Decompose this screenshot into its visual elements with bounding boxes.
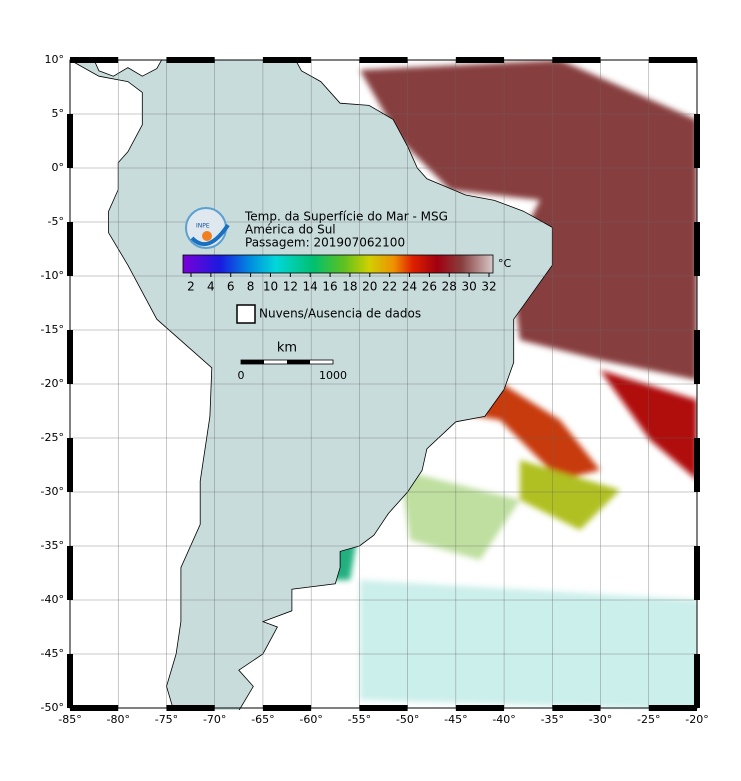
scale-label: 1000: [319, 369, 347, 382]
lat-label: -45°: [41, 647, 64, 660]
colorbar-label: 32: [481, 280, 496, 294]
title: Temp. da Superfície do Mar - MSG: [244, 210, 448, 224]
lat-label: -30°: [41, 485, 64, 498]
legend-label: Nuvens/Ausencia de dados: [259, 307, 421, 321]
frame-seg: [694, 330, 700, 384]
colorbar-label: 4: [207, 280, 215, 294]
lat-label: -25°: [41, 431, 64, 444]
lon-label: -85°: [58, 713, 81, 726]
frame-seg: [455, 705, 505, 711]
lat-label: 0°: [52, 161, 65, 174]
colorbar-label: 22: [382, 280, 397, 294]
frame-seg: [552, 57, 601, 63]
legend-swatch: [236, 304, 256, 324]
lat-label: -40°: [41, 593, 64, 606]
colorbar: [182, 254, 494, 274]
colorbar-label: 24: [402, 280, 417, 294]
lon-label: -50°: [396, 713, 419, 726]
frame-seg: [694, 222, 700, 276]
lat-label: -20°: [41, 377, 64, 390]
frame-seg: [70, 57, 119, 63]
frame-seg: [552, 705, 601, 711]
colorbar-label: 18: [342, 280, 357, 294]
colorbar-unit: °C: [498, 257, 512, 270]
lat-label: -5°: [48, 215, 64, 228]
frame-seg: [67, 654, 73, 708]
frame-seg: [455, 57, 505, 63]
frame-seg: [67, 546, 73, 600]
colorbar-label: 10: [263, 280, 278, 294]
frame-seg: [70, 705, 119, 711]
lon-label: -30°: [589, 713, 612, 726]
colorbar-label: 14: [303, 280, 318, 294]
frame-seg: [694, 438, 700, 492]
logo-text: INPE: [196, 223, 210, 230]
lon-label: -75°: [155, 713, 178, 726]
frame-seg: [262, 705, 312, 711]
lat-label: -10°: [41, 269, 64, 282]
colorbar-label: 30: [461, 280, 476, 294]
lon-label: -35°: [541, 713, 564, 726]
lon-label: -70°: [203, 713, 226, 726]
frame-seg: [359, 57, 408, 63]
lon-label: -65°: [251, 713, 274, 726]
scale-label: 0: [238, 369, 245, 382]
frame-seg: [694, 546, 700, 600]
frame-seg: [67, 330, 73, 384]
frame-seg: [262, 57, 312, 63]
lon-label: -60°: [299, 713, 322, 726]
frame-seg: [694, 654, 700, 708]
frame-seg: [694, 114, 700, 168]
colorbar-label: 12: [283, 280, 298, 294]
lon-label: -45°: [444, 713, 467, 726]
colorbar-label: 26: [422, 280, 437, 294]
lat-label: -35°: [41, 539, 64, 552]
frame-seg: [67, 114, 73, 168]
pass-time: Passagem: 201907062100: [245, 236, 405, 250]
lon-label: -20°: [685, 713, 708, 726]
frame-seg: [648, 57, 697, 63]
scale-unit: km: [277, 341, 297, 356]
frame-seg: [67, 222, 73, 276]
colorbar-label: 16: [322, 280, 337, 294]
lat-label: -50°: [41, 701, 64, 714]
subtitle: América do Sul: [245, 223, 336, 237]
colorbar-label: 6: [227, 280, 235, 294]
lat-label: 5°: [52, 107, 65, 120]
colorbar-label: 28: [442, 280, 457, 294]
frame-seg: [166, 57, 215, 63]
colorbar-label: 8: [247, 280, 255, 294]
lon-label: -40°: [492, 713, 515, 726]
frame: [67, 57, 700, 711]
frame-seg: [67, 438, 73, 492]
lon-label: -80°: [106, 713, 129, 726]
colorbar-label: 20: [362, 280, 377, 294]
lon-label: -55°: [348, 713, 371, 726]
frame-seg: [166, 705, 215, 711]
colorbar-label: 2: [187, 280, 195, 294]
logo: INPE: [185, 207, 230, 249]
lat-label: 10°: [45, 53, 65, 66]
frame-seg: [648, 705, 697, 711]
scale-bar: [240, 359, 334, 365]
frame-seg: [359, 705, 408, 711]
lon-label: -25°: [637, 713, 660, 726]
lat-label: -15°: [41, 323, 64, 336]
